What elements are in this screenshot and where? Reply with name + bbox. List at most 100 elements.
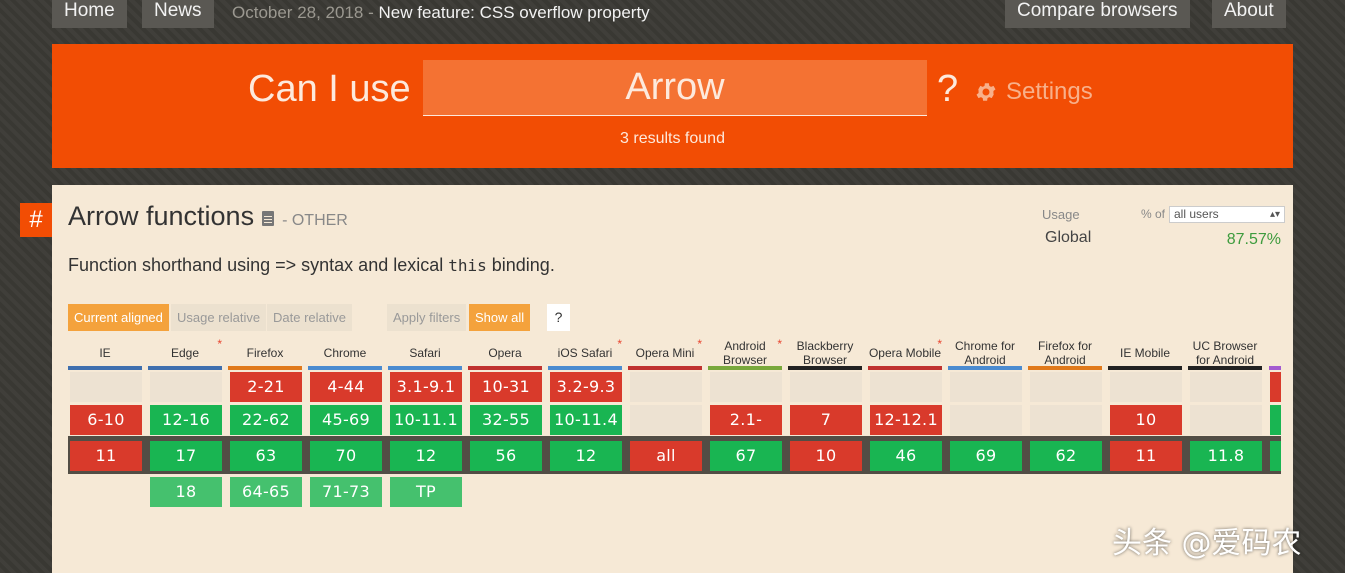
support-cell[interactable]: 45-69 [310, 405, 382, 435]
browser-name: Opera Mobile * [868, 335, 942, 371]
support-cell[interactable]: 12 [550, 441, 622, 471]
news-headline[interactable]: New feature: CSS overflow property [378, 3, 650, 22]
description-text-end: binding. [486, 255, 555, 275]
support-cell[interactable]: 6-10 [70, 405, 142, 435]
current-aligned-button[interactable]: Current aligned [68, 304, 169, 331]
support-cell[interactable]: 11 [1110, 441, 1182, 471]
browser-color-bar [308, 366, 382, 370]
note-star-icon: * [217, 337, 222, 351]
support-cell[interactable] [70, 372, 142, 402]
support-cell[interactable]: 67 [710, 441, 782, 471]
support-cell[interactable] [630, 405, 702, 435]
support-cell[interactable]: 32-55 [470, 405, 542, 435]
browser-color-bar [548, 366, 622, 370]
browser-name: IE Mobile [1108, 335, 1182, 371]
description-text: Function shorthand using => syntax and l… [68, 255, 449, 275]
users-select[interactable]: all users ▴▾ [1169, 206, 1285, 223]
browser-name-text: Chrome [323, 346, 367, 360]
support-cell[interactable]: 70 [310, 441, 382, 471]
top-nav: Home News October 28, 2018 - New feature… [0, 0, 1345, 28]
document-icon[interactable] [262, 211, 275, 226]
support-cell[interactable]: 17 [150, 441, 222, 471]
support-cell[interactable]: 10-31 [470, 372, 542, 402]
browser-name-text: Android Browser [722, 339, 767, 367]
support-cell[interactable]: 7 [790, 405, 862, 435]
support-cell[interactable]: 46 [870, 441, 942, 471]
support-cell[interactable] [1030, 405, 1102, 435]
support-cell[interactable]: 11.8 [1190, 441, 1262, 471]
support-cell[interactable] [1030, 372, 1102, 402]
settings-button[interactable]: Settings [974, 78, 1093, 106]
support-cell[interactable] [790, 372, 862, 402]
support-cell[interactable]: 71-73 [310, 477, 382, 507]
support-cell[interactable]: 3.2-9.3 [550, 372, 622, 402]
support-cell[interactable]: all [630, 441, 702, 471]
search-input[interactable] [423, 60, 927, 116]
note-star-icon: * [937, 337, 942, 351]
partial-cell [1270, 441, 1281, 471]
browser-name-text: iOS Safari [557, 346, 613, 360]
support-cell[interactable] [630, 372, 702, 402]
nav-home-link[interactable]: Home [52, 0, 127, 28]
browser-name: Safari [388, 335, 462, 371]
feature-title-row: Arrow functions - OTHER [68, 201, 348, 232]
usage-relative-button[interactable]: Usage relative [171, 304, 267, 331]
support-cell[interactable]: TP [390, 477, 462, 507]
support-cell[interactable]: 10-11.4 [550, 405, 622, 435]
support-cell[interactable]: 12 [390, 441, 462, 471]
browser-color-bar [148, 366, 222, 370]
support-cell[interactable]: 62 [1030, 441, 1102, 471]
browser-color-bar [708, 366, 782, 370]
browser-color-bar [628, 366, 702, 370]
support-cell[interactable]: 2-21 [230, 372, 302, 402]
feature-title[interactable]: Arrow functions [68, 201, 255, 231]
support-cell[interactable] [1190, 405, 1262, 435]
browser-name: Chrome [308, 335, 382, 371]
support-cell[interactable]: 18 [150, 477, 222, 507]
help-button[interactable]: ? [547, 304, 570, 331]
support-cell[interactable]: 56 [470, 441, 542, 471]
browser-name-text: Edge [170, 346, 200, 360]
partial-cell [1270, 372, 1281, 402]
feature-anchor-link[interactable]: # [20, 203, 52, 237]
support-cell[interactable]: 12-16 [150, 405, 222, 435]
date-relative-button[interactable]: Date relative [267, 304, 352, 331]
browser-name-text: Firefox [246, 346, 284, 360]
support-cell[interactable]: 10-11.1 [390, 405, 462, 435]
support-cell[interactable] [950, 372, 1022, 402]
nav-compare-link[interactable]: Compare browsers [1005, 0, 1190, 28]
browser-name: Android Browser * [708, 335, 782, 371]
support-cell[interactable]: 69 [950, 441, 1022, 471]
support-cell[interactable] [870, 372, 942, 402]
news-item[interactable]: October 28, 2018 - New feature: CSS over… [232, 3, 650, 23]
support-cell[interactable] [950, 405, 1022, 435]
support-cell[interactable] [150, 372, 222, 402]
support-cell[interactable] [1110, 372, 1182, 402]
browser-color-bar [1028, 366, 1102, 370]
settings-label: Settings [1006, 78, 1093, 105]
support-cell[interactable] [710, 372, 782, 402]
feature-description: Function shorthand using => syntax and l… [68, 255, 555, 276]
support-cell[interactable]: 64-65 [230, 477, 302, 507]
support-cell[interactable]: 11 [70, 441, 142, 471]
nav-about-link[interactable]: About [1212, 0, 1286, 28]
support-cell[interactable]: 22-62 [230, 405, 302, 435]
support-cell[interactable]: 3.1-9.1 [390, 372, 462, 402]
apply-filters-button[interactable]: Apply filters [387, 304, 467, 331]
browser-name-text: Firefox for Android [1037, 339, 1092, 367]
support-cell[interactable]: 10 [1110, 405, 1182, 435]
browser-name-text: IE [99, 346, 111, 360]
show-all-button[interactable]: Show all [469, 304, 531, 331]
nav-news-link[interactable]: News [142, 0, 214, 28]
browser-name-text: Opera [488, 346, 522, 360]
support-cell[interactable]: 10 [790, 441, 862, 471]
results-count: 3 results found [620, 130, 725, 147]
note-star-icon: * [617, 337, 622, 351]
support-cell[interactable]: 63 [230, 441, 302, 471]
support-cell[interactable]: 2.1-4.4.4 [710, 405, 782, 459]
support-cell[interactable]: 4-44 [310, 372, 382, 402]
browser-support-table: IE 6-10 11 Edge * 12-16 17 18 Firefox 2-21 22-62 63… [68, 185, 1281, 515]
support-cell[interactable]: 12-12.1 [870, 405, 942, 435]
browser-name: Opera Mini * [628, 335, 702, 371]
support-cell[interactable] [1190, 372, 1262, 402]
